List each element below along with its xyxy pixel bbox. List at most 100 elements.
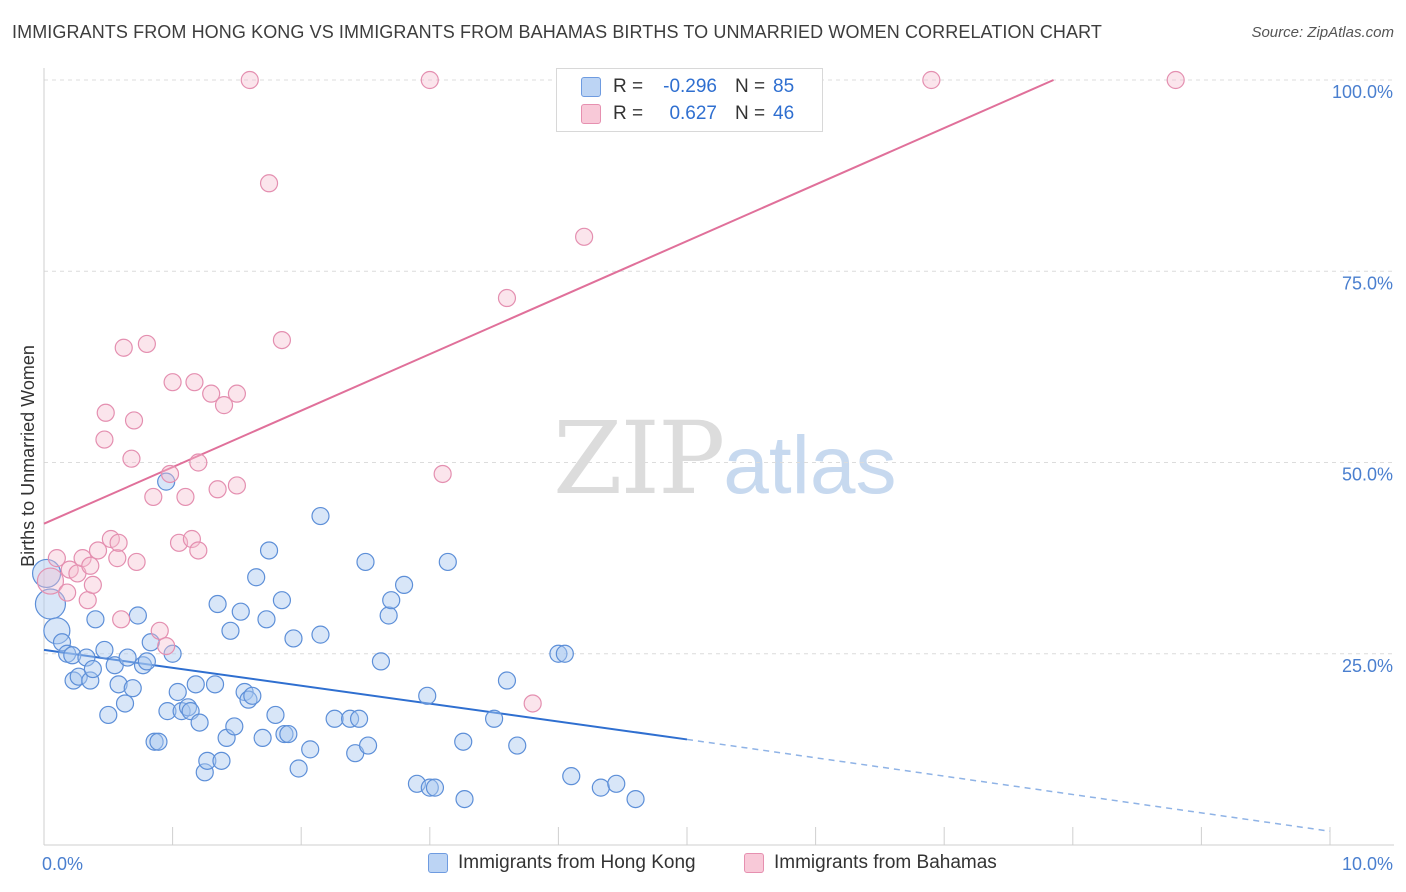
point-hong-kong xyxy=(168,682,187,702)
legend-n-label: N = xyxy=(735,76,766,97)
series-legend: Immigrants from Hong Kong Immigrants fro… xyxy=(0,852,1406,878)
point-bahamas xyxy=(112,610,131,629)
point-hong-kong xyxy=(555,644,574,663)
point-hong-kong xyxy=(266,705,285,725)
point-hong-kong xyxy=(485,709,504,728)
point-hong-kong xyxy=(86,610,105,629)
point-hong-kong xyxy=(607,774,626,793)
axes xyxy=(43,68,1394,846)
point-hong-kong xyxy=(275,724,294,744)
point-hong-kong xyxy=(243,686,262,705)
point-hong-kong xyxy=(626,789,645,809)
point-hong-kong xyxy=(371,652,391,671)
y-tick-label: 50.0% xyxy=(1342,465,1393,485)
point-bahamas xyxy=(47,549,66,568)
point-bahamas xyxy=(1166,70,1185,90)
point-hong-kong xyxy=(186,675,205,694)
point-bahamas xyxy=(109,533,128,552)
point-bahamas xyxy=(83,575,102,595)
legend-swatch-pink xyxy=(581,104,601,124)
point-bahamas xyxy=(150,621,169,640)
point-bahamas xyxy=(95,430,114,449)
legend-row-bahamas: R = 0.627 N = 46 xyxy=(581,102,794,126)
point-bahamas xyxy=(157,636,176,656)
point-bahamas xyxy=(58,583,77,602)
point-bahamas xyxy=(189,541,208,560)
point-hong-kong xyxy=(289,759,308,778)
point-hong-kong xyxy=(358,736,378,755)
point-hong-kong xyxy=(137,652,156,671)
point-hong-kong xyxy=(158,702,177,721)
point-hong-kong xyxy=(418,686,437,705)
legend-n-value: 46 xyxy=(773,103,795,124)
correlation-legend: R = -0.296 N = 85 R = 0.627 N = 46 xyxy=(556,68,823,132)
point-bahamas xyxy=(272,331,292,350)
point-bahamas xyxy=(114,338,133,357)
data-points xyxy=(31,70,1185,809)
point-hong-kong xyxy=(454,732,473,751)
point-hong-kong xyxy=(198,751,217,770)
point-bahamas xyxy=(73,549,92,568)
series-label-hong-kong: Immigrants from Hong Kong xyxy=(458,852,696,873)
point-hong-kong xyxy=(231,602,250,621)
point-hong-kong xyxy=(311,506,330,526)
point-bahamas xyxy=(523,694,542,713)
legend-swatch-blue xyxy=(581,77,601,97)
point-hong-kong xyxy=(95,640,114,660)
point-hong-kong xyxy=(123,679,142,698)
legend-n-value: 85 xyxy=(773,76,795,97)
point-bahamas xyxy=(163,373,182,392)
point-bahamas xyxy=(96,403,115,422)
point-hong-kong xyxy=(259,541,279,560)
point-bahamas xyxy=(36,567,65,595)
point-bahamas xyxy=(182,529,201,549)
point-hong-kong xyxy=(208,594,227,614)
grid-lines xyxy=(44,79,1394,655)
point-hong-kong xyxy=(81,671,100,690)
point-bahamas xyxy=(88,541,108,560)
point-hong-kong xyxy=(128,606,147,625)
point-hong-kong xyxy=(118,648,137,667)
point-bahamas xyxy=(189,453,208,472)
point-hong-kong xyxy=(591,778,610,797)
point-hong-kong xyxy=(115,694,135,713)
point-hong-kong xyxy=(190,713,209,732)
point-bahamas xyxy=(240,70,259,90)
point-bahamas xyxy=(124,411,144,430)
point-hong-kong xyxy=(420,778,439,797)
point-bahamas xyxy=(185,373,204,392)
point-bahamas xyxy=(160,464,180,484)
point-bahamas xyxy=(202,384,221,403)
point-bahamas xyxy=(137,334,156,354)
point-bahamas xyxy=(127,552,146,572)
point-hong-kong xyxy=(549,644,568,663)
point-hong-kong xyxy=(257,610,276,629)
point-hong-kong xyxy=(382,591,401,610)
point-bahamas xyxy=(259,174,279,193)
point-hong-kong xyxy=(379,606,398,625)
y-axis-label: Births to Unmarried Women xyxy=(18,345,38,567)
point-hong-kong xyxy=(438,552,457,572)
trend-line-bahamas xyxy=(43,79,1054,525)
point-hong-kong xyxy=(43,617,71,645)
point-hong-kong xyxy=(52,633,72,652)
x-tick-label: 10.0% xyxy=(1342,854,1393,874)
point-hong-kong xyxy=(301,740,320,759)
legend-r-value: -0.296 xyxy=(663,76,717,97)
point-hong-kong xyxy=(394,575,414,595)
point-hong-kong xyxy=(325,709,344,728)
point-bahamas xyxy=(420,70,439,90)
legend-row-hong-kong: R = -0.296 N = 85 xyxy=(581,75,794,99)
point-hong-kong xyxy=(284,629,303,648)
point-hong-kong xyxy=(99,705,118,725)
point-hong-kong xyxy=(425,778,445,797)
point-hong-kong xyxy=(349,709,369,728)
point-bahamas xyxy=(144,487,163,507)
point-hong-kong xyxy=(508,736,527,755)
point-bahamas xyxy=(227,476,246,495)
point-hong-kong xyxy=(356,552,375,572)
point-hong-kong xyxy=(109,675,128,694)
point-hong-kong xyxy=(77,648,96,667)
point-hong-kong xyxy=(497,671,517,690)
